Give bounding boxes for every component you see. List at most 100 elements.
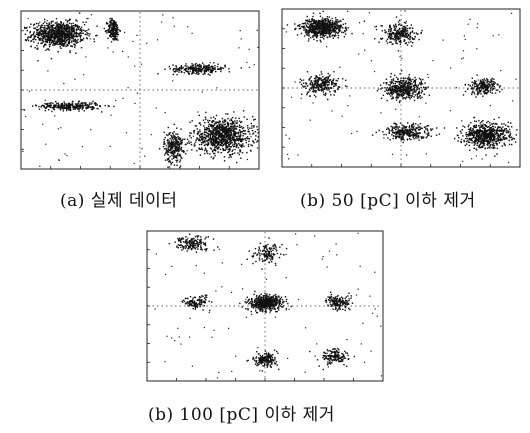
- scatter-point: [414, 94, 416, 96]
- scatter-point: [164, 136, 166, 139]
- scatter-point: [239, 129, 241, 131]
- scatter-point: [386, 87, 388, 89]
- scatter-point: [176, 143, 179, 145]
- scatter-point: [399, 91, 402, 93]
- scatter-point: [403, 134, 405, 136]
- scatter-point: [323, 35, 325, 37]
- scatter-point: [65, 109, 68, 112]
- scatter-point: [323, 93, 325, 96]
- scatter-point: [46, 28, 49, 30]
- scatter-point: [168, 133, 170, 135]
- scatter-point: [239, 151, 241, 153]
- scatter-point: [337, 86, 340, 88]
- scatter-point: [219, 120, 221, 123]
- scatter-point: [52, 24, 54, 27]
- scatter-point: [394, 74, 396, 76]
- scatter-point: [219, 126, 221, 128]
- scatter-point: [47, 31, 49, 34]
- scatter-point: [60, 39, 62, 42]
- scatter-point: [406, 28, 408, 30]
- scatter-point: [424, 86, 427, 89]
- scatter-point: [406, 25, 408, 27]
- scatter-point: [405, 29, 407, 31]
- scatter-point: [42, 104, 44, 106]
- scatter-point: [227, 142, 229, 144]
- scatter-point: [58, 27, 60, 29]
- scatter-point: [90, 108, 93, 110]
- scatter-point: [491, 89, 494, 91]
- scatter-point: [342, 18, 344, 20]
- scatter-point: [409, 87, 411, 89]
- scatter-point: [224, 119, 227, 121]
- scatter-point: [229, 146, 232, 148]
- scatter-point: [99, 105, 101, 107]
- scatter-point: [382, 94, 385, 96]
- scatter-point: [401, 29, 403, 32]
- scatter-point: [305, 83, 307, 85]
- scatter-point: [210, 70, 212, 72]
- scatter-point: [334, 29, 336, 32]
- scatter-point: [230, 138, 232, 141]
- scatter-point: [323, 22, 325, 25]
- scatter-point: [317, 88, 319, 91]
- scatter-point: [43, 44, 45, 47]
- scatter-point: [336, 27, 339, 30]
- scatter-point: [418, 136, 420, 138]
- scatter-point: [315, 91, 317, 93]
- scatter-point: [225, 144, 227, 146]
- scatter-point: [315, 75, 317, 77]
- scatter-point: [335, 27, 337, 29]
- scatter-point: [89, 38, 91, 40]
- scatter-point: [209, 131, 212, 133]
- scatter-point: [172, 151, 174, 153]
- scatter-point: [395, 134, 397, 136]
- scatter-point: [101, 111, 103, 113]
- scatter-point: [296, 34, 299, 36]
- scatter-point: [170, 164, 172, 166]
- scatter-point: [424, 88, 426, 90]
- scatter-point: [110, 23, 112, 25]
- scatter-point: [224, 141, 226, 144]
- scatter-point: [420, 32, 422, 35]
- scatter-point: [44, 35, 46, 37]
- scatter-point: [110, 114, 112, 116]
- scatter-point: [60, 44, 63, 46]
- scatter-point: [181, 140, 183, 142]
- scatter-point: [44, 37, 46, 39]
- scatter-point: [218, 146, 220, 148]
- scatter-point: [79, 31, 81, 34]
- scatter-point: [320, 41, 322, 43]
- scatter-point: [476, 94, 479, 96]
- scatter-point: [395, 39, 397, 42]
- scatter-point: [397, 131, 400, 133]
- scatter-point: [340, 25, 342, 27]
- scatter-point: [385, 88, 388, 91]
- scatter-point: [402, 84, 404, 86]
- scatter-point: [401, 130, 403, 132]
- scatter-point: [402, 127, 404, 129]
- scatter-point: [227, 132, 229, 134]
- scatter-point: [405, 126, 408, 128]
- scatter-point: [481, 83, 483, 85]
- scatter-point: [467, 83, 470, 86]
- scatter-point: [306, 22, 308, 24]
- scatter-point: [205, 70, 207, 73]
- scatter-point: [395, 89, 397, 92]
- scatter-point: [175, 68, 177, 70]
- scatter-point: [175, 133, 177, 135]
- scatter-point: [212, 136, 214, 138]
- scatter-point: [44, 109, 47, 112]
- scatter-point: [248, 138, 250, 140]
- scatter-point: [407, 38, 409, 40]
- scatter-point: [329, 34, 331, 36]
- scatter-point: [68, 29, 70, 32]
- scatter-point: [483, 84, 486, 87]
- scatter-point: [404, 35, 406, 37]
- scatter-point: [208, 139, 210, 141]
- scatter-point: [238, 138, 240, 140]
- scatter-point: [234, 131, 237, 134]
- scatter-point: [177, 152, 179, 155]
- scatter-point: [215, 138, 218, 140]
- scatter-point: [114, 25, 116, 27]
- scatter-point: [72, 100, 74, 103]
